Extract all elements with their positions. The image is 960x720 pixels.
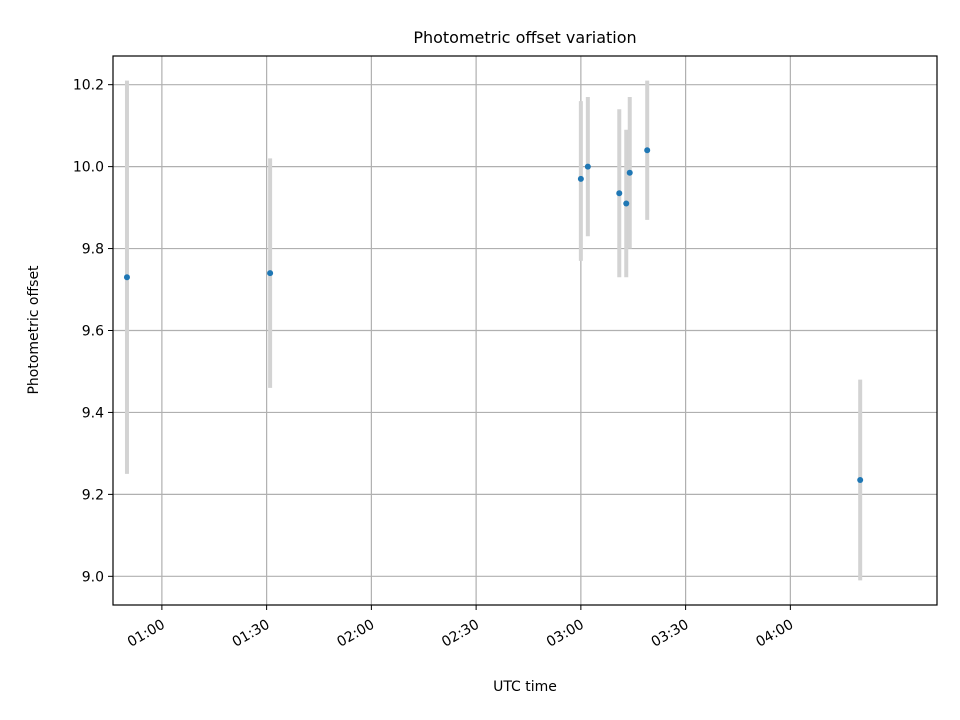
y-tick-label: 9.0 [82, 569, 104, 585]
y-tick-label: 10.0 [73, 160, 104, 176]
data-point [123, 274, 130, 281]
data-point [623, 200, 630, 207]
y-tick-label: 9.6 [82, 324, 104, 340]
chart-title: Photometric offset variation [413, 28, 636, 47]
data-point [267, 270, 274, 277]
y-tick-label: 9.4 [82, 405, 104, 421]
y-tick-label: 9.2 [82, 487, 104, 503]
data-point [584, 163, 591, 170]
data-point [577, 175, 584, 182]
y-tick-label: 10.2 [73, 78, 104, 94]
data-point [616, 190, 623, 197]
y-axis-label: Photometric offset [26, 265, 42, 395]
data-point [857, 477, 864, 484]
x-axis-label: UTC time [493, 679, 557, 695]
data-point [626, 169, 633, 176]
grid-layer [113, 56, 937, 605]
data-point [644, 147, 651, 154]
point-layer [123, 147, 864, 484]
y-tick-label: 9.8 [82, 242, 104, 258]
